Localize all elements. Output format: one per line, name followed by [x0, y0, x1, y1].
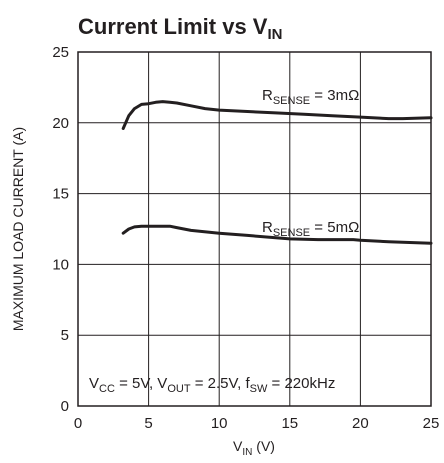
series-label-3m: RSENSE = 3mΩ — [262, 87, 359, 107]
y-tick-label: 10 — [52, 256, 69, 273]
y-tick-label: 25 — [52, 44, 69, 61]
series-label-5m: RSENSE = 5mΩ — [262, 219, 359, 239]
anno-p1: = 5V, V — [115, 375, 167, 392]
x-tick-label: 5 — [144, 415, 152, 432]
x-tick-label: 0 — [74, 415, 82, 432]
anno-p1-sub: OUT — [167, 383, 191, 395]
anno-p0: V — [89, 375, 99, 392]
y-axis-label: MAXIMUM LOAD CURRENT (A) — [10, 127, 26, 331]
x-tick-label: 10 — [211, 415, 228, 432]
series-label-5m-suffix: = 5mΩ — [310, 219, 359, 236]
anno-p0-sub: CC — [99, 383, 115, 395]
plot-frame — [77, 51, 432, 407]
tick-labels: 0 5 10 15 20 25 0 5 10 15 20 25 — [52, 44, 439, 432]
y-tick-label: 15 — [52, 186, 69, 203]
series-group — [121, 100, 433, 245]
x-axis-label-sub: IN — [242, 447, 252, 458]
x-axis-label-suffix: (V) — [252, 438, 275, 454]
y-tick-label: 0 — [61, 398, 69, 415]
series-label-5m-main: R — [262, 219, 273, 236]
y-tick-label: 5 — [61, 327, 69, 344]
anno-p2-sub: SW — [250, 383, 268, 395]
series-line-rsense-3m — [121, 100, 433, 130]
series-label-3m-main: R — [262, 87, 273, 104]
x-tick-label: 15 — [281, 415, 298, 432]
series-line-rsense-5m — [121, 224, 433, 245]
series-label-3m-sub: SENSE — [273, 95, 310, 107]
conditions-annotation: VCC = 5V, VOUT = 2.5V, fSW = 220kHz — [89, 375, 335, 395]
chart-title: Current Limit vs VIN — [78, 14, 282, 43]
series-label-5m-sub: SENSE — [273, 227, 310, 239]
anno-p2: = 2.5V, f — [191, 375, 251, 392]
x-tick-label: 20 — [352, 415, 369, 432]
series-label-3m-suffix: = 3mΩ — [310, 87, 359, 104]
chart-title-sub: IN — [267, 26, 282, 43]
chart-title-main: Current Limit vs V — [78, 14, 268, 39]
x-axis-label: VIN (V) — [233, 438, 275, 458]
y-tick-label: 20 — [52, 115, 69, 132]
x-tick-label: 25 — [423, 415, 440, 432]
anno-p3: = 220kHz — [267, 375, 335, 392]
x-axis-label-main: V — [233, 438, 243, 454]
